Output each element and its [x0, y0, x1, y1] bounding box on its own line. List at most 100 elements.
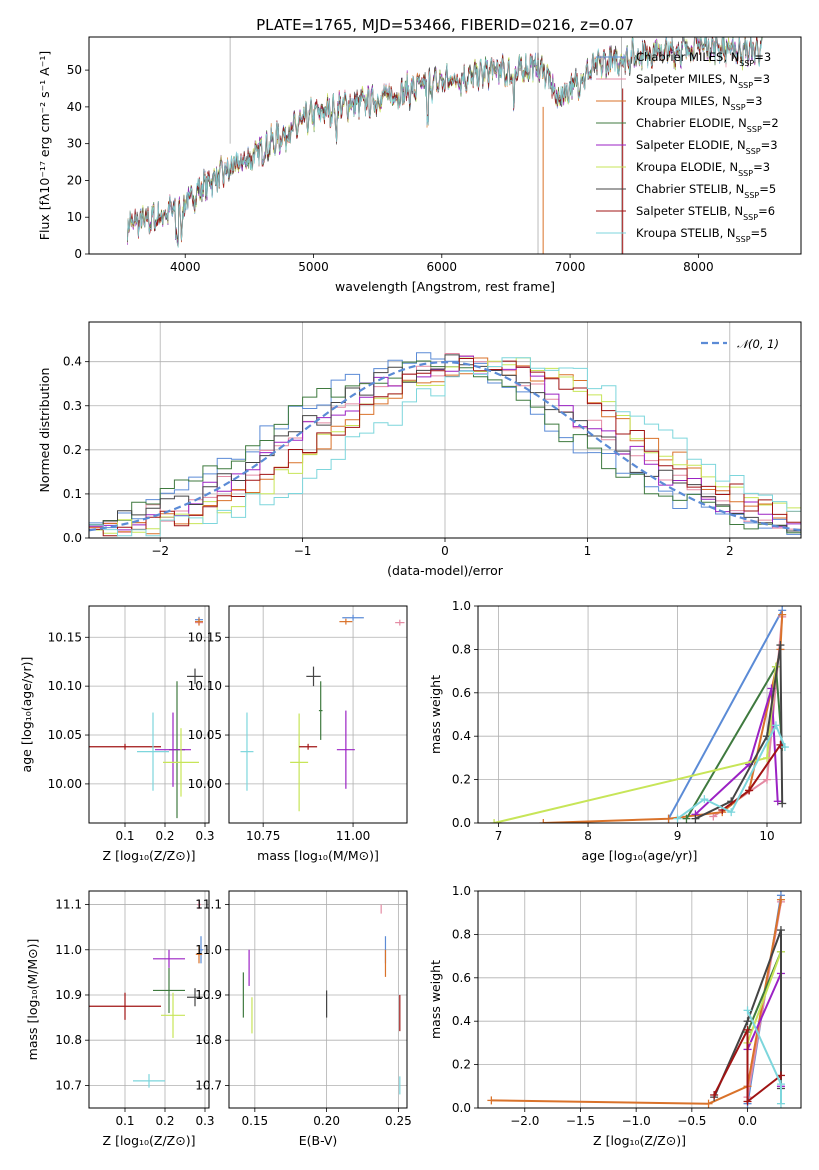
y-tick-label: 10.00	[48, 777, 82, 791]
legend-entry-subscript: SSP	[743, 213, 758, 222]
x-axis-label: Z [log₁₀(Z/Z⊙)]	[593, 1133, 686, 1148]
x-tick-label: 1	[584, 544, 592, 558]
mass-weight-series	[713, 929, 782, 1098]
legend-entry-suffix: =3	[753, 160, 770, 174]
y-tick-label: 0	[74, 247, 82, 261]
legend-entry-prefix: Salpeter ELODIE, N	[636, 138, 746, 152]
mass-weight-series	[667, 609, 784, 820]
y-tick-label: 10.8	[55, 1033, 82, 1047]
y-tick-label: 50	[67, 63, 82, 77]
histogram-lines	[89, 352, 801, 537]
legend-entry-subscript: SSP	[736, 235, 751, 244]
legend-entry-prefix: Salpeter MILES, N	[636, 72, 738, 86]
legend-entry: Kroupa MILES, NSSP=3	[636, 94, 762, 112]
y-tick-label: 11.1	[195, 898, 222, 912]
x-tick-label: 7	[495, 829, 503, 843]
legend-entry: Chabrier ELODIE, NSSP=2	[636, 116, 779, 134]
mass-weight-series	[746, 951, 782, 1044]
y-tick-label: 10.7	[55, 1078, 82, 1092]
legend-entry-subscript: SSP	[739, 59, 754, 68]
mass-vs-ebv-panel: 0.15 0.20 0.25 10.7 10.8 10.9 11.0 11.1 E(B-V)	[195, 890, 412, 1148]
y-tick-label: 0.2	[452, 773, 471, 787]
y-tick-label: 10.05	[48, 728, 82, 742]
y-tick-label: 10.10	[48, 679, 82, 693]
x-tick-label: −2	[151, 544, 169, 558]
y-tick-label: 1.0	[452, 884, 471, 898]
mass-weight-lines	[487, 891, 785, 1108]
legend-entry-suffix: =5	[751, 226, 768, 240]
y-tick-label: 10.15	[188, 630, 222, 644]
legend-entry-suffix: =3	[754, 50, 771, 64]
x-tick-label: −2.0	[510, 1114, 539, 1128]
x-tick-label: 0.0	[738, 1114, 757, 1128]
x-tick-label: −1.0	[622, 1114, 651, 1128]
spectrum-lines	[127, 37, 763, 254]
y-tick-label: 0.3	[63, 399, 82, 413]
errorbars	[89, 900, 203, 1088]
age-vs-mass-panel: 10.75 11.00 10.00 10.05 10.10 10.15 mass [log₁…	[188, 605, 408, 863]
legend-entry-suffix: =3	[761, 138, 778, 152]
y-axis-label: mass [log₁₀(M/M⊙)]	[25, 939, 40, 1061]
x-tick-label: 0.20	[313, 1114, 340, 1128]
x-tick-label: 0.3	[195, 829, 214, 843]
y-tick-label: 0.8	[452, 642, 471, 656]
y-tick-label: 0.4	[452, 1014, 471, 1028]
errorbars	[240, 614, 405, 812]
y-tick-label: 0.6	[452, 971, 471, 985]
y-axis-label: Flux [fλ10⁻¹⁷ erg cm⁻² s⁻¹ A⁻¹]	[37, 51, 52, 240]
residuals-panel: −2 −1 0 1 2 0.0 0.1 0.2 0.3 0.4 (data-model)/error…	[37, 321, 802, 578]
legend-entry-subscript: SSP	[746, 147, 761, 156]
y-tick-label: 0.1	[63, 487, 82, 501]
x-tick-label: 2	[726, 544, 734, 558]
x-tick-label: 5000	[298, 260, 329, 274]
legend-entry: Chabrier STELIB, NSSP=5	[636, 182, 776, 200]
axes-frame	[88, 321, 802, 539]
y-tick-label: 0.4	[63, 355, 82, 369]
y-tick-label: 10.05	[188, 728, 222, 742]
legend-entry: Kroupa STELIB, NSSP=5	[636, 226, 767, 244]
x-tick-label: 11.00	[336, 829, 370, 843]
y-tick-label: 11.0	[195, 943, 222, 957]
y-tick-label: 0.6	[452, 686, 471, 700]
mass-weight-vs-age-panel: 7 8 9 10 0.0 0.2 0.4 0.6 0.8 1.0 age [log₁₀(age/yr…	[428, 599, 802, 863]
y-tick-label: 10.15	[48, 630, 82, 644]
y-tick-label: 0.2	[63, 443, 82, 457]
y-tick-label: 40	[67, 100, 82, 114]
legend-entry-prefix: Chabrier MILES, N	[636, 50, 739, 64]
y-axis-label: mass weight	[428, 675, 443, 754]
legend-entry-subscript: SSP	[744, 191, 759, 200]
y-tick-label: 20	[67, 173, 82, 187]
y-tick-label: 10.9	[55, 988, 82, 1002]
legend-entry-prefix: Kroupa MILES, N	[636, 94, 731, 108]
y-tick-label: 11.1	[55, 898, 82, 912]
x-tick-label: 0.1	[115, 829, 134, 843]
x-tick-label: −1.5	[566, 1114, 595, 1128]
legend-entry-subscript: SSP	[747, 125, 762, 134]
y-tick-label: 0.4	[452, 729, 471, 743]
axes-frame	[88, 890, 210, 1109]
legend-entry: Salpeter STELIB, NSSP=6	[636, 204, 775, 222]
axes-frame	[477, 890, 802, 1109]
model-spectrum-line	[127, 37, 763, 248]
x-tick-label: 10	[759, 829, 774, 843]
errorbars	[89, 616, 203, 819]
axes-frame	[88, 605, 210, 824]
x-tick-label: 0.15	[241, 1114, 268, 1128]
legend-entry-prefix: Salpeter STELIB, N	[636, 204, 743, 218]
legend-entry-subscript: SSP	[738, 169, 753, 178]
legend-entry-suffix: =5	[759, 182, 776, 196]
x-tick-label: 0.25	[385, 1114, 412, 1128]
y-axis-label: mass weight	[428, 960, 443, 1039]
histogram-series	[89, 358, 801, 537]
mass-weight-series	[694, 688, 779, 816]
legend-entry: Chabrier MILES, NSSP=3	[636, 50, 771, 68]
legend-entry-suffix: =6	[758, 204, 775, 218]
y-tick-label: 10.8	[195, 1033, 222, 1047]
y-tick-label: 0.0	[63, 531, 82, 545]
x-tick-label: 10.75	[246, 829, 280, 843]
histogram-series	[89, 357, 801, 537]
legend-entry-suffix: =2	[762, 116, 779, 130]
x-tick-label: 0.1	[115, 1114, 134, 1128]
age-vs-metallicity-panel: 0.1 0.2 0.3 10.00 10.05 10.10 10.15 Z [log₁₀(Z/…	[19, 605, 215, 863]
axes-frame	[477, 605, 802, 824]
